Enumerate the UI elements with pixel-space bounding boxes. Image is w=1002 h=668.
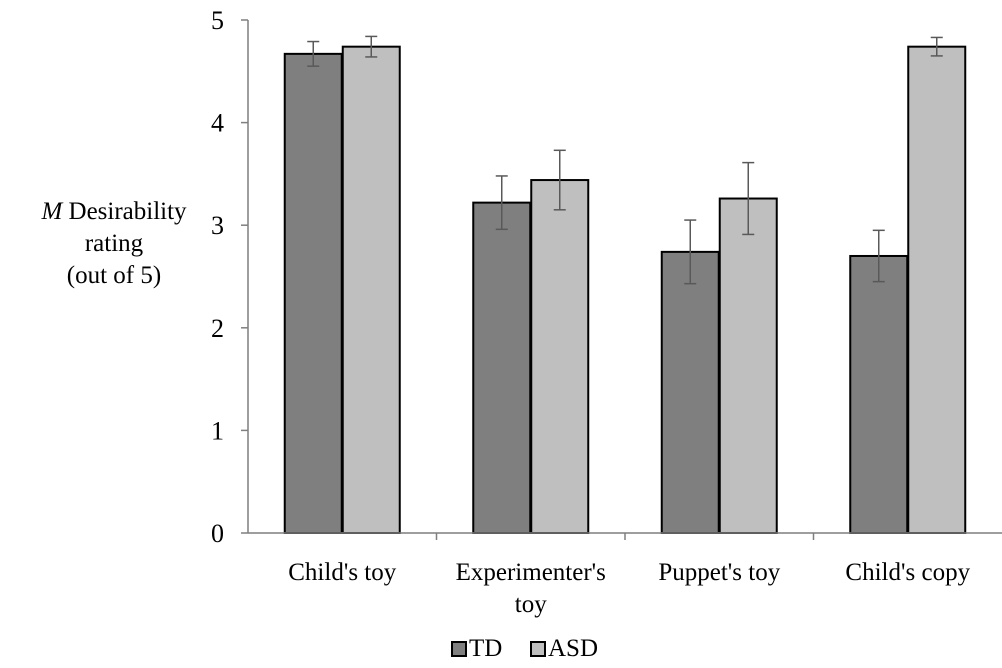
bar-td-0 bbox=[283, 52, 343, 534]
y-tick-label-2: 2 bbox=[211, 314, 224, 343]
x-tick-label-1: Experimenter's toy bbox=[456, 559, 606, 618]
legend-item-td: TD bbox=[451, 634, 502, 664]
bar-td-2 bbox=[660, 250, 720, 534]
y-tick-label-0: 0 bbox=[211, 519, 224, 548]
legend-swatch-td bbox=[451, 641, 467, 657]
bar-asd-3 bbox=[907, 45, 967, 535]
y-axis-label: M Desirability rating (out of 5) bbox=[14, 196, 214, 292]
y-axis-label-word2: rating bbox=[84, 230, 144, 257]
y-tick-label-5: 5 bbox=[211, 6, 224, 35]
y-tick-label-1: 1 bbox=[211, 416, 224, 445]
y-tick-label-3: 3 bbox=[211, 211, 224, 240]
x-tick-label-0: Child's toy bbox=[288, 559, 396, 586]
y-tick-label-4: 4 bbox=[211, 109, 224, 138]
y-axis-label-m: M bbox=[41, 198, 63, 225]
y-axis-label-word1: Desirability bbox=[68, 198, 187, 225]
x-tick-label-2: Puppet's toy bbox=[658, 559, 780, 586]
legend-label-asd: ASD bbox=[548, 635, 599, 662]
bar-asd-2 bbox=[718, 197, 778, 535]
bar-td-3 bbox=[849, 254, 909, 534]
legend-label-td: TD bbox=[469, 635, 503, 662]
legend: TD ASD bbox=[0, 634, 1002, 666]
legend-swatch-asd bbox=[530, 641, 546, 657]
legend-item-asd: ASD bbox=[530, 634, 598, 664]
bar-asd-0 bbox=[341, 45, 401, 535]
x-tick-label-3: Child's copy bbox=[845, 559, 970, 586]
bar-asd-1 bbox=[530, 179, 590, 534]
bar-td-1 bbox=[472, 201, 532, 535]
y-axis-label-word3: (out of 5) bbox=[66, 262, 162, 289]
